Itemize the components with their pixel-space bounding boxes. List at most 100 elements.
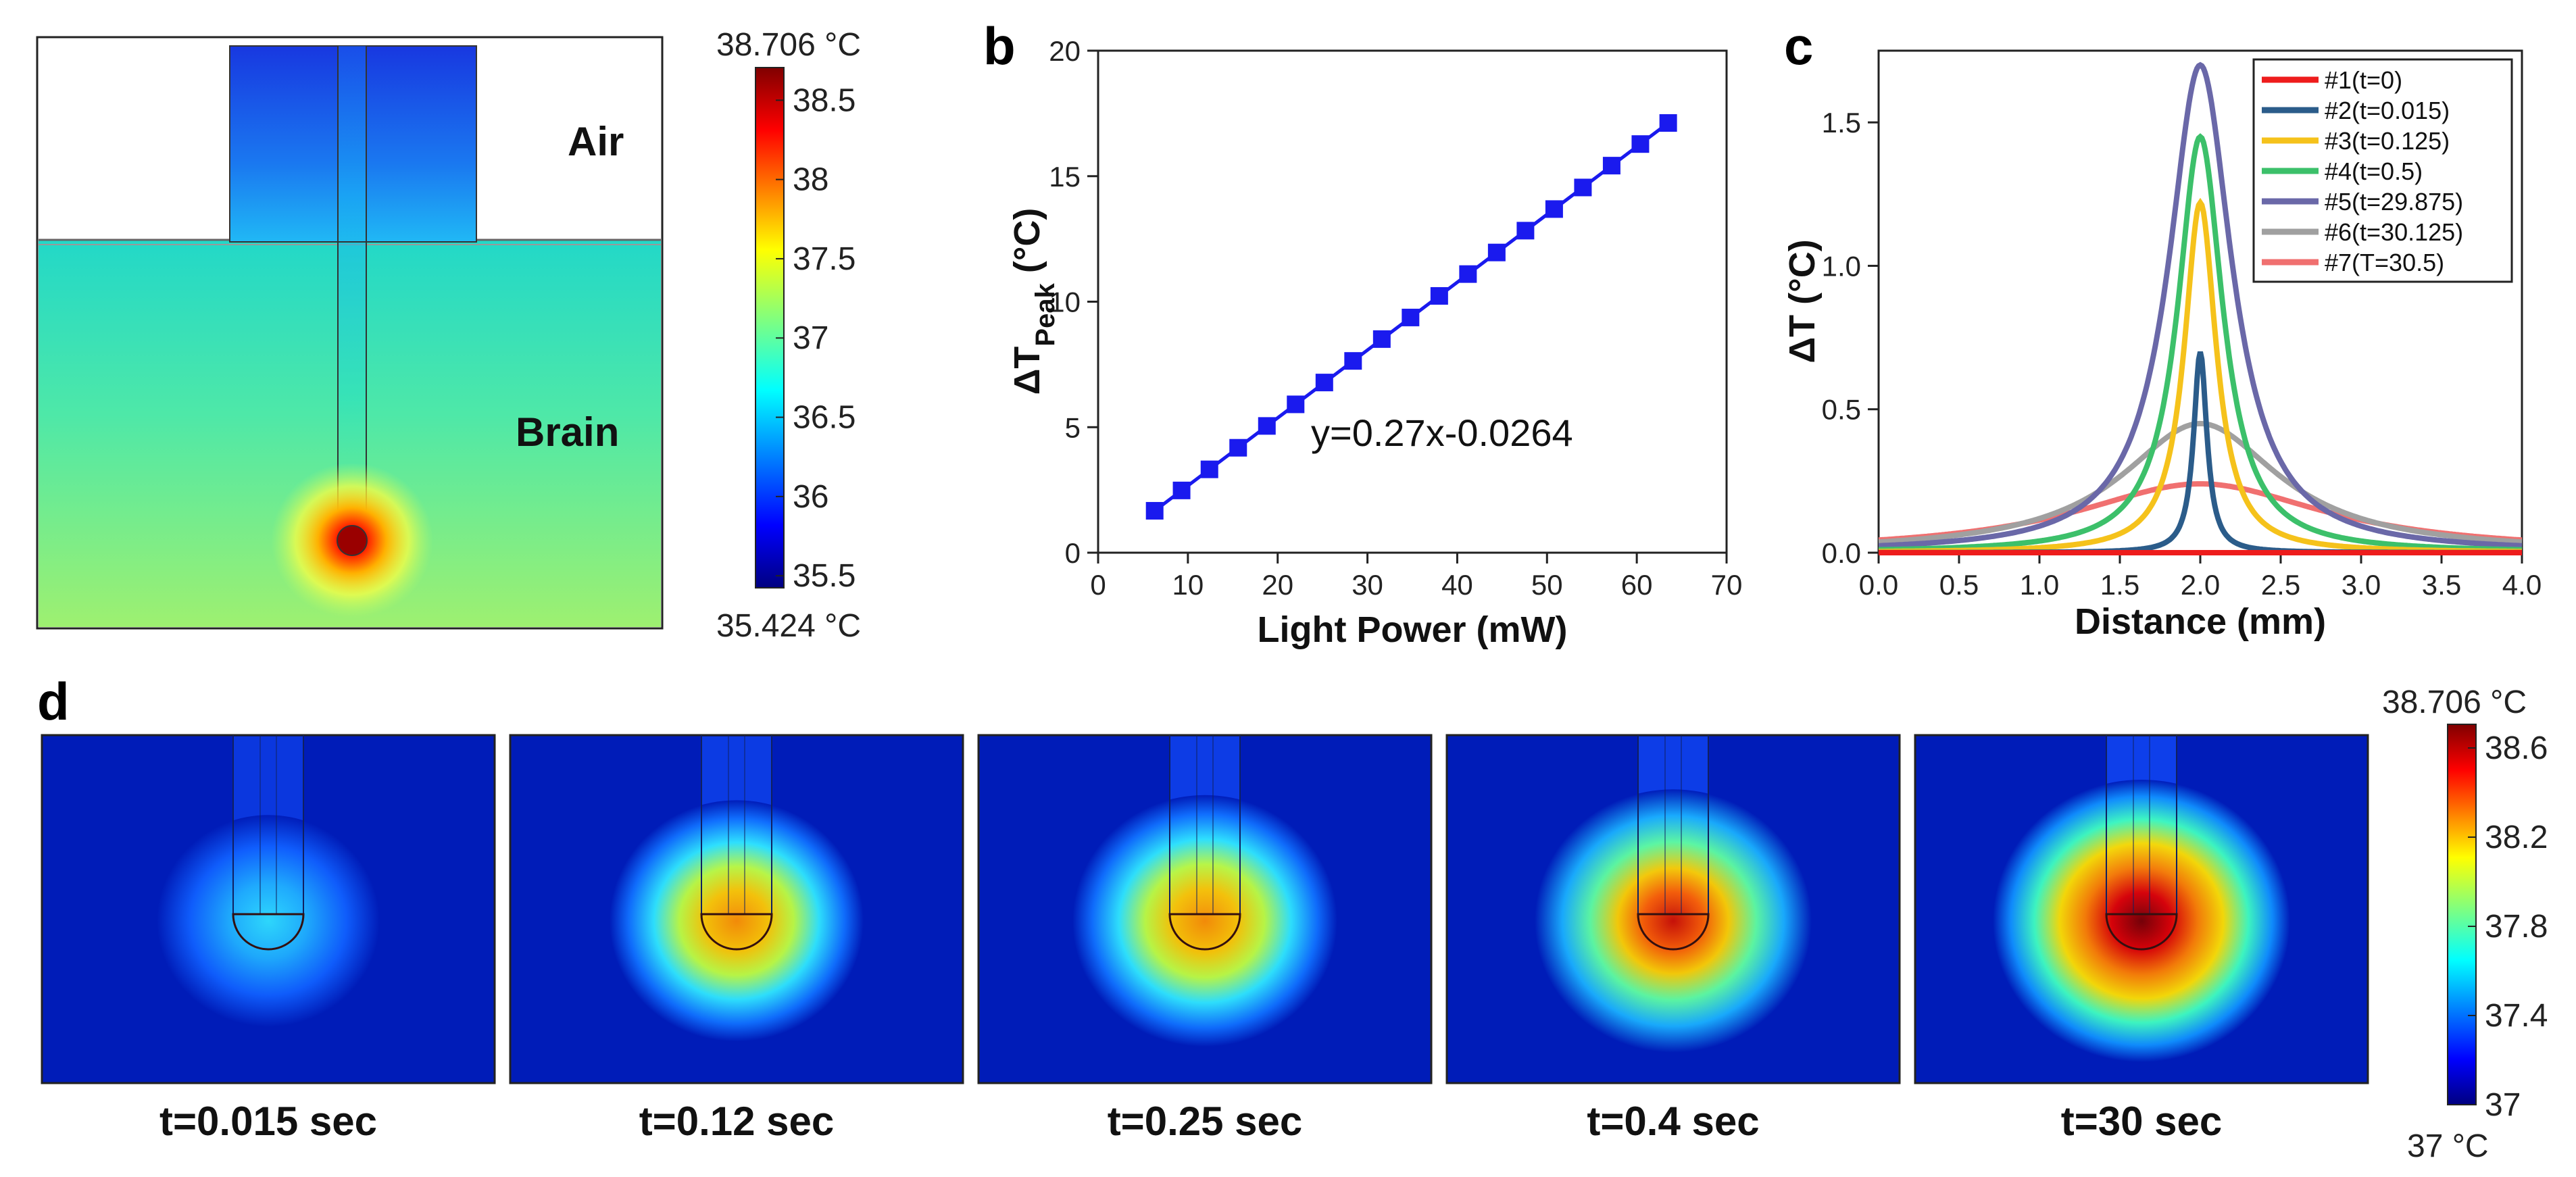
b-data-point (1145, 501, 1164, 520)
colorbar-d-tick-label: 37.4 (2485, 998, 2548, 1034)
b-data-point (1372, 330, 1391, 348)
b-xtick-label: 40 (1441, 569, 1473, 601)
colorbar-d: 38.706 °C 37 °C 38.6 38.2 37.8 37.4 37 (2382, 684, 2548, 1164)
colorbar-d-tick-label: 37 (2485, 1087, 2521, 1123)
panel-a-simulation: Air Brain (36, 36, 664, 630)
b-ytick-label: 20 (1049, 35, 1081, 67)
c-xtick-label: 1.0 (2020, 569, 2059, 601)
d-frame: t=0.4 sec (1445, 734, 1901, 1144)
b-data-point (1172, 481, 1191, 499)
d-frame: t=30 sec (1914, 734, 2369, 1144)
colorbar-a-tick-label: 36.5 (793, 400, 856, 436)
c-series-line (1878, 61, 2523, 549)
c-legend-label: #7(T=30.5) (2325, 249, 2444, 276)
c-legend-label: #5(t=29.875) (2325, 188, 2463, 216)
c-xlabel: Distance (mm) (2075, 601, 2326, 642)
b-data-point (1229, 439, 1247, 457)
b-data-point (1516, 222, 1535, 240)
c-ylabel: ΔT (°C) (1782, 239, 1823, 363)
b-ytick-label: 15 (1049, 161, 1081, 193)
b-xtick-label: 60 (1621, 569, 1653, 601)
c-series-line (1878, 420, 2523, 545)
d-frame: t=0.12 sec (509, 734, 964, 1144)
d-frame-label: t=0.4 sec (1587, 1099, 1759, 1144)
b-data-point (1430, 286, 1448, 305)
colorbar-d-max: 38.706 °C (2382, 684, 2527, 720)
colorbar-a-tick-label: 38 (793, 162, 828, 198)
b-data-point (1574, 178, 1592, 197)
b-fit-equation: y=0.27x-0.0264 (1311, 411, 1573, 454)
b-xtick-label: 10 (1172, 569, 1204, 601)
c-legend-label: #4(t=0.5) (2325, 157, 2423, 185)
b-data-point (1200, 460, 1218, 478)
c-xtick-label: 3.5 (2422, 569, 2461, 601)
c-legend-label: #1(t=0) (2325, 66, 2402, 94)
b-xtick-label: 0 (1090, 569, 1106, 601)
c-ytick-label: 0.5 (1822, 394, 1861, 426)
b-ytick-label: 0 (1065, 537, 1081, 569)
b-data-point (1287, 395, 1305, 414)
d-frame-label: t=0.015 sec (159, 1099, 377, 1144)
c-ytick-label: 1.0 (1822, 250, 1861, 282)
colorbar-d-tick-label: 37.8 (2485, 909, 2548, 945)
b-data-point (1487, 243, 1506, 261)
panel-c-chart: 0.0 0.5 1.0 1.5 2.0 2.5 3.0 3.5 4.00.00.51.01.5 … (1782, 49, 2542, 642)
colorbar-a-tick-label: 37.5 (793, 241, 856, 277)
b-xtick-label: 20 (1262, 569, 1293, 601)
d-frame-label: t=0.12 sec (639, 1099, 835, 1144)
colorbar-d-min: 37 °C (2407, 1128, 2489, 1164)
d-frame-label: t=30 sec (2061, 1099, 2223, 1144)
d-frame-label: t=0.25 sec (1108, 1099, 1303, 1144)
c-xtick-label: 0.5 (1939, 569, 1979, 601)
b-data-point (1402, 308, 1420, 326)
b-data-point (1545, 200, 1563, 218)
panel-letter-b: b (983, 16, 1016, 76)
colorbar-a-tick-label: 35.5 (793, 558, 856, 594)
b-data-point (1344, 352, 1362, 370)
c-ytick-label: 1.5 (1822, 107, 1861, 139)
brain-label: Brain (516, 409, 619, 455)
svg-text:ΔTPeak (°C): ΔTPeak (°C) (1007, 208, 1060, 395)
c-legend-label: #6(t=30.125) (2325, 218, 2463, 246)
c-series-line (1878, 133, 2523, 553)
d-frame: t=0.25 sec (977, 734, 1433, 1144)
panel-d-frames: t=0.015 sec t=0.12 sec t=0.25 sec t=0.4 sec… (41, 734, 2369, 1144)
colorbar-a: 38.706 °C 35.424 °C 38.5 38 37.5 37 36.5 36 35… (716, 27, 861, 644)
colorbar-a-max: 38.706 °C (716, 27, 861, 63)
b-data-point (1459, 265, 1477, 283)
c-legend-label: #3(t=0.125) (2325, 127, 2450, 155)
b-xtick-label: 70 (1711, 569, 1743, 601)
d-frame: t=0.015 sec (41, 734, 496, 1144)
colorbar-a-tick-label: 37 (793, 320, 828, 356)
b-data-point (1315, 374, 1333, 392)
c-xtick-label: 0.0 (1859, 569, 1898, 601)
b-ytick-label: 5 (1065, 411, 1081, 443)
b-xlabel: Light Power (mW) (1258, 609, 1568, 650)
c-legend-label: #2(t=0.015) (2325, 97, 2450, 124)
b-xtick-label: 30 (1352, 569, 1383, 601)
c-series-line (1879, 351, 2522, 555)
c-xtick-label: 2.5 (2261, 569, 2300, 601)
c-xtick-label: 1.5 (2100, 569, 2139, 601)
colorbar-d-tick-label: 38.2 (2485, 820, 2548, 855)
c-ytick-label: 0.0 (1822, 537, 1861, 569)
b-data-point (1258, 417, 1276, 435)
b-data-point (1602, 157, 1620, 175)
colorbar-a-tick-label: 38.5 (793, 82, 856, 118)
colorbar-d-tick-label: 38.6 (2485, 730, 2548, 766)
colorbar-a-tick-label: 36 (793, 479, 828, 515)
panel-letter-c: c (1784, 16, 1813, 76)
c-xtick-label: 2.0 (2181, 569, 2220, 601)
air-label: Air (568, 119, 624, 164)
b-ytick-label: 10 (1049, 286, 1081, 318)
b-data-point (1631, 135, 1650, 153)
c-xtick-label: 4.0 (2502, 569, 2542, 601)
b-ylabel: ΔTPeak (°C) (1007, 208, 1060, 395)
panel-letter-d: d (37, 672, 70, 731)
c-xtick-label: 3.0 (2342, 569, 2381, 601)
b-data-point (1659, 114, 1677, 132)
panel-b-chart: 0 10 20 30 40 50 60 70 0 5 10 15 20 y=0.27x-0.0264 L… (1007, 35, 1742, 650)
b-xtick-label: 50 (1531, 569, 1563, 601)
colorbar-a-min: 35.424 °C (716, 608, 861, 644)
